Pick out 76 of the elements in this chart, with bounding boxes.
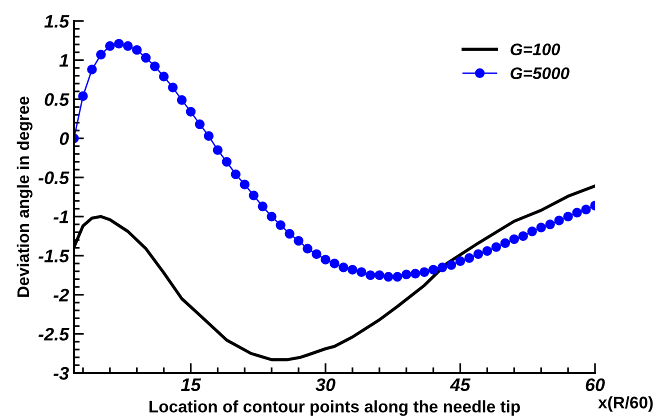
- y-tick-label: -2.5: [38, 328, 70, 341]
- point: [402, 270, 412, 280]
- point: [500, 238, 510, 248]
- x-axis-title: Location of contour points along the needle tip: [150, 400, 520, 416]
- point: [320, 254, 330, 264]
- x-tick-label: 60: [586, 378, 605, 392]
- point: [78, 91, 88, 101]
- point: [204, 131, 214, 141]
- point: [194, 119, 205, 130]
- point: [518, 231, 528, 241]
- point: [348, 264, 358, 275]
- point: [132, 45, 142, 55]
- point: [266, 212, 276, 222]
- point: [105, 41, 115, 51]
- point: [240, 180, 250, 190]
- point: [437, 262, 448, 272]
- point: [366, 270, 376, 280]
- point: [294, 236, 304, 246]
- point: [419, 267, 430, 277]
- point: [276, 220, 286, 230]
- point: [455, 256, 466, 266]
- point: [410, 268, 420, 279]
- point: [123, 41, 133, 51]
- point: [222, 156, 232, 167]
- point: [248, 190, 259, 200]
- y-tick-label: -2: [54, 288, 69, 302]
- point: [302, 244, 312, 254]
- point: [446, 260, 456, 270]
- y-tick-label: -1.5: [38, 250, 70, 262]
- point: [545, 220, 555, 230]
- point: [96, 50, 106, 60]
- point: [482, 246, 492, 256]
- y-tick-label: 1.5: [44, 15, 70, 28]
- legend-label: G=100: [510, 43, 560, 56]
- point: [87, 64, 97, 74]
- point: [428, 264, 438, 275]
- legend-label: G=5000: [510, 67, 570, 80]
- point: [536, 222, 546, 232]
- point: [176, 95, 187, 105]
- point: [114, 38, 124, 49]
- y-tick-label: -3: [54, 366, 69, 380]
- x-tick-label: 30: [316, 378, 336, 392]
- point: [150, 62, 160, 72]
- point: [312, 249, 322, 259]
- point: [158, 72, 169, 82]
- x-tick-label: 15: [181, 378, 202, 392]
- y-tick-label: -1: [54, 210, 68, 224]
- point: [356, 267, 366, 277]
- point: [527, 226, 537, 236]
- point: [212, 145, 223, 155]
- point: [384, 272, 394, 282]
- point: [168, 82, 178, 92]
- point: [230, 169, 241, 180]
- point: [563, 212, 573, 222]
- text: x(R/60): [598, 396, 653, 412]
- y-axis-title: Deviation angle in degree: [16, 96, 32, 297]
- point: [258, 202, 268, 212]
- y-tick-label: 0: [60, 132, 69, 146]
- y-tick-label: -0.5: [38, 171, 70, 184]
- point: [491, 242, 502, 252]
- point: [464, 253, 474, 263]
- point: [186, 106, 196, 117]
- point: [338, 262, 348, 272]
- point: [509, 234, 520, 244]
- y-tick-label: 1: [59, 54, 68, 67]
- x-tick-label: 45: [450, 378, 471, 392]
- point: [392, 272, 402, 282]
- point: [330, 258, 340, 268]
- y-tick-label: 0.5: [44, 93, 70, 106]
- point: [141, 52, 151, 63]
- point: [554, 216, 564, 226]
- point: [572, 208, 582, 218]
- point: [581, 204, 591, 214]
- point: [284, 228, 294, 239]
- point: [374, 270, 384, 280]
- point: [473, 249, 484, 259]
